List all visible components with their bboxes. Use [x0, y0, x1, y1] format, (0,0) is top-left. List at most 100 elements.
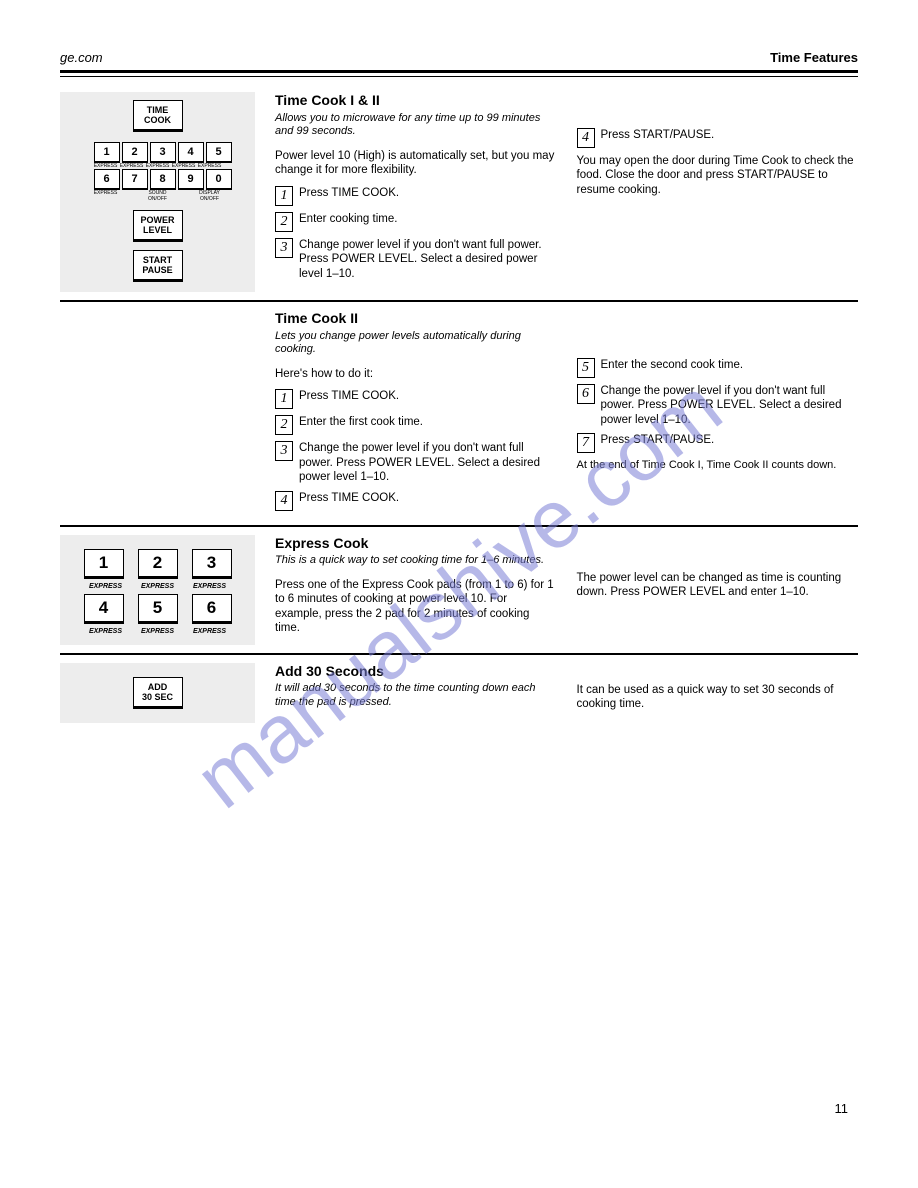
- section-divider: [60, 525, 858, 527]
- express-label: EXPRESS: [139, 583, 177, 590]
- numkey-6[interactable]: 6: [94, 169, 120, 190]
- step: 1 Press TIME COOK.: [275, 389, 557, 409]
- section-express: 1 2 3 EXPRESS EXPRESS EXPRESS 4 5 6 EXPR…: [60, 535, 858, 645]
- numkey-8[interactable]: 8: [150, 169, 176, 190]
- section-divider: [60, 300, 858, 302]
- numlabel: SOUND ON/OFF: [145, 190, 171, 202]
- section-title: Express Cook: [275, 535, 557, 553]
- step-number: 5: [577, 358, 595, 378]
- numpad: 1 2 3 4 5 EXPRESS EXPRESS EXPRESS EXPRES…: [93, 142, 223, 202]
- step-text: Press TIME COOK.: [299, 186, 557, 200]
- section-time-cook-2: Time Cook II Lets you change power level…: [60, 310, 858, 517]
- section-title: Time Cook II: [275, 310, 557, 328]
- step: 2 Enter cooking time.: [275, 212, 557, 232]
- header-left: ge.com: [60, 50, 103, 65]
- section-title: Time Cook I & II: [275, 92, 557, 110]
- step-number: 3: [275, 441, 293, 461]
- panel-time-cook: TIME COOK 1 2 3 4 5 EXPRESS EXPRESS EXPR…: [60, 92, 255, 292]
- step-text: Enter the first cook time.: [299, 415, 557, 429]
- step-text: Press START/PAUSE.: [601, 433, 859, 447]
- panel-express: 1 2 3 EXPRESS EXPRESS EXPRESS 4 5 6 EXPR…: [60, 535, 255, 645]
- express-label: EXPRESS: [87, 628, 125, 635]
- numlabel: [119, 190, 145, 202]
- step: 5Enter the second cook time.: [577, 358, 859, 378]
- step: 2 Enter the first cook time.: [275, 415, 557, 435]
- section-title: Add 30 Seconds: [275, 663, 557, 681]
- express-key-1[interactable]: 1: [84, 549, 124, 579]
- section-subtitle: Lets you change power levels automatical…: [275, 330, 557, 358]
- numkey-3[interactable]: 3: [150, 142, 176, 163]
- content-time-cook-2: Time Cook II Lets you change power level…: [275, 310, 858, 517]
- content-add30: Add 30 Seconds It will add 30 seconds to…: [275, 663, 858, 723]
- start-pause-button[interactable]: START PAUSE: [133, 250, 183, 282]
- step: 4Press START/PAUSE.: [577, 128, 859, 148]
- step-number: 2: [275, 415, 293, 435]
- add-30-sec-button[interactable]: ADD 30 SEC: [133, 677, 183, 709]
- numkey-4[interactable]: 4: [178, 142, 204, 163]
- step-text: Change the power level if you don't want…: [299, 441, 557, 484]
- express-key-5[interactable]: 5: [138, 594, 178, 624]
- step-text: Press TIME COOK.: [299, 491, 557, 505]
- section-subtitle: This is a quick way to set cooking time …: [275, 554, 557, 568]
- numkey-1[interactable]: 1: [94, 142, 120, 163]
- page-number: 11: [835, 1101, 849, 1116]
- step-number: 7: [577, 433, 595, 453]
- numkey-7[interactable]: 7: [122, 169, 148, 190]
- step-number: 1: [275, 389, 293, 409]
- step-text: Change the power level if you don't want…: [601, 384, 859, 427]
- para: Press one of the Express Cook pads (from…: [275, 578, 557, 636]
- step: 3 Change the power level if you don't wan…: [275, 441, 557, 484]
- step-number: 4: [577, 128, 595, 148]
- express-label: EXPRESS: [139, 628, 177, 635]
- start-pause-label: START PAUSE: [142, 255, 172, 275]
- section-subtitle: Allows you to microwave for any time up …: [275, 112, 557, 140]
- numkey-2[interactable]: 2: [122, 142, 148, 163]
- step-number: 6: [577, 384, 595, 404]
- step-number: 4: [275, 491, 293, 511]
- header-right: Time Features: [770, 50, 858, 65]
- content-express: Express Cook This is a quick way to set …: [275, 535, 858, 645]
- panel-add30: ADD 30 SEC: [60, 663, 255, 723]
- numkey-5[interactable]: 5: [206, 142, 232, 163]
- step: 4 Press TIME COOK.: [275, 491, 557, 511]
- step-text: Change power level if you don't want ful…: [299, 238, 557, 281]
- section-subtitle: It will add 30 seconds to the time count…: [275, 682, 557, 710]
- step: 7 Press START/PAUSE.: [577, 433, 859, 453]
- add-30-sec-label: ADD 30 SEC: [142, 682, 173, 702]
- step-number: 3: [275, 238, 293, 258]
- step-text: Press TIME COOK.: [299, 389, 557, 403]
- numkey-9[interactable]: 9: [178, 169, 204, 190]
- time-cook-label: TIME COOK: [144, 105, 171, 125]
- example-text: Here's how to do it:: [275, 367, 557, 381]
- express-label: EXPRESS: [191, 583, 229, 590]
- time-cook-button[interactable]: TIME COOK: [133, 100, 183, 132]
- power-level-label: POWER LEVEL: [140, 215, 174, 235]
- numlabel: DISPLAY ON/OFF: [197, 190, 223, 202]
- step: 1 Press TIME COOK.: [275, 186, 557, 206]
- para: It can be used as a quick way to set 30 …: [577, 683, 859, 712]
- express-key-2[interactable]: 2: [138, 549, 178, 579]
- step-text: Enter cooking time.: [299, 212, 557, 226]
- step: 6 Change the power level if you don't wan…: [577, 384, 859, 427]
- right-note: At the end of Time Cook I, Time Cook II …: [577, 459, 859, 473]
- rule-thick: [60, 70, 858, 73]
- power-level-button[interactable]: POWER LEVEL: [133, 210, 183, 242]
- numkey-0[interactable]: 0: [206, 169, 232, 190]
- content-time-cook: Time Cook I & II Allows you to microwave…: [275, 92, 858, 292]
- section-divider: [60, 653, 858, 655]
- rule-thin: [60, 76, 858, 77]
- section-time-cook: TIME COOK 1 2 3 4 5 EXPRESS EXPRESS EXPR…: [60, 92, 858, 292]
- intro-text: Power level 10 (High) is automatically s…: [275, 149, 557, 178]
- step-number: 2: [275, 212, 293, 232]
- numlabel: [171, 190, 197, 202]
- para: The power level can be changed as time i…: [577, 571, 859, 600]
- express-label: EXPRESS: [87, 583, 125, 590]
- page-header: ge.com Time Features: [60, 50, 858, 65]
- express-key-6[interactable]: 6: [192, 594, 232, 624]
- step: 3 Change power level if you don't want fu…: [275, 238, 557, 281]
- section-add30: ADD 30 SEC Add 30 Seconds It will add 30…: [60, 663, 858, 723]
- express-key-4[interactable]: 4: [84, 594, 124, 624]
- step-number: 1: [275, 186, 293, 206]
- express-key-3[interactable]: 3: [192, 549, 232, 579]
- numlabel: EXPRESS: [93, 190, 119, 202]
